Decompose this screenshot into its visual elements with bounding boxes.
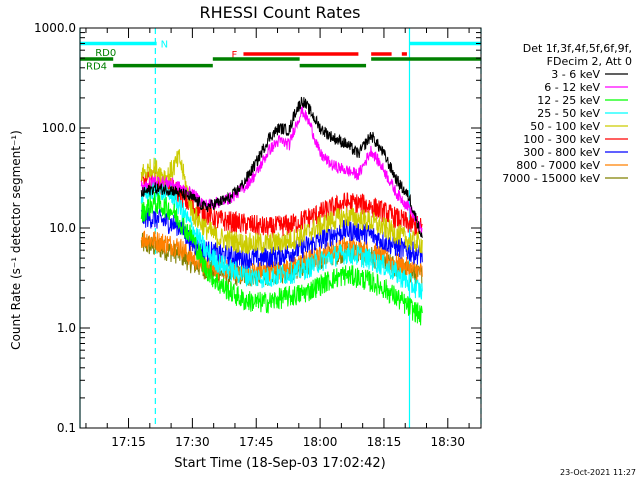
y-tick-label: 1.0	[57, 321, 76, 335]
series-line-6	[140, 170, 423, 239]
legend-label-4: 25 - 50 keV	[537, 107, 600, 120]
legend-label-7: 300 - 800 keV	[523, 146, 600, 159]
x-tick-label: 17:45	[239, 435, 274, 449]
x-tick-label: 17:30	[175, 435, 210, 449]
legend-label-9: 7000 - 15000 keV	[502, 172, 600, 185]
legend-header-line-1: Det 1f,3f,4f,5f,6f,9f,	[523, 42, 632, 55]
timestamp: 23-Oct-2021 11:27	[560, 468, 636, 477]
series-line-2	[140, 105, 423, 235]
legend-label-8: 800 - 7000 keV	[516, 159, 600, 172]
state-label-rd4: RD4	[86, 62, 107, 73]
x-axis-label: Start Time (18-Sep-03 17:02:42)	[174, 456, 385, 471]
legend-label-5: 50 - 100 keV	[530, 120, 600, 133]
legend-label-3: 12 - 25 keV	[537, 94, 600, 107]
legend-label-1: 3 - 6 keV	[551, 68, 600, 81]
y-tick-label: 10.0	[49, 221, 76, 235]
state-label-f: F	[231, 50, 237, 61]
x-tick-label: 17:15	[111, 435, 146, 449]
y-axis-label: Count Rate (s⁻¹ detector segment⁻¹)	[9, 130, 23, 350]
x-tick-label: 18:15	[367, 435, 402, 449]
state-label-rd0: RD0	[95, 48, 116, 59]
series-line-1	[140, 96, 423, 238]
series-line-4	[140, 181, 423, 300]
legend-header-line-2: FDecim 2, Att 0	[547, 55, 632, 68]
x-tick-label: 18:00	[303, 435, 338, 449]
y-tick-label: 1000.0	[34, 21, 76, 35]
series-line-3	[140, 192, 423, 326]
chart-title: RHESSI Count Rates	[200, 3, 361, 22]
y-tick-label: 0.1	[57, 421, 76, 435]
y-tick-label: 100.0	[42, 121, 76, 135]
plot-frame	[79, 27, 482, 429]
series-line-5	[140, 149, 423, 255]
legend-label-6: 100 - 300 keV	[523, 133, 600, 146]
x-tick-label: 18:30	[430, 435, 465, 449]
state-label-n: N	[161, 39, 168, 50]
legend-label-2: 6 - 12 keV	[544, 81, 600, 94]
